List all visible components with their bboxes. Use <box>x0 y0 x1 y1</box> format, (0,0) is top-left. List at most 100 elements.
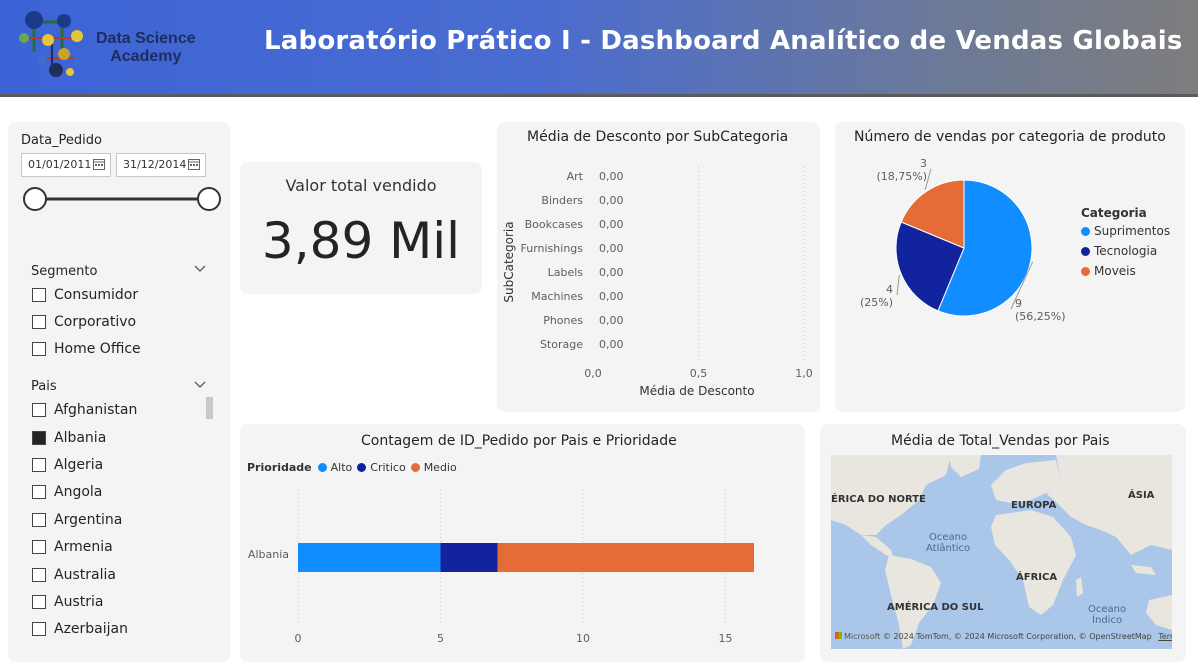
checkbox[interactable] <box>32 288 46 302</box>
bar-value-label: 0,00 <box>599 338 624 351</box>
page-title: Laboratório Prático I - Dashboard Analít… <box>264 26 1183 56</box>
x-tick-label: 1,0 <box>795 367 813 380</box>
legend-item-suprimentos[interactable]: Suprimentos <box>1081 224 1170 238</box>
country-option-albania[interactable]: Albania <box>32 428 106 448</box>
logo: Data Science Academy <box>12 8 212 84</box>
country-option-australia[interactable]: Australia <box>32 565 116 585</box>
kpi-value: 3,89 Mil <box>261 212 461 270</box>
pie-legend-title: Categoria <box>1081 206 1147 220</box>
scrollbar-thumb[interactable] <box>206 397 213 419</box>
bar-segment-medio[interactable] <box>497 543 755 572</box>
discount-chart-card[interactable]: Média de Desconto por SubCategoria Art 0,… <box>497 122 820 412</box>
bar-value-label: 0,00 <box>599 218 624 231</box>
checkbox[interactable] <box>32 622 46 636</box>
segment-option-corporativo[interactable]: Corporativo <box>32 312 136 332</box>
checkbox[interactable] <box>32 403 46 417</box>
segment-slicer-label: Segmento <box>31 264 98 279</box>
category-tick-label: Storage <box>540 338 583 351</box>
bar-value-label: 0,00 <box>599 194 624 207</box>
pie-legend: Categoria Suprimentos Tecnologia Moveis <box>1081 206 1170 278</box>
pie-data-pct: (18,75%) <box>876 170 927 183</box>
map-label-north-america: ÉRICA DO NORTE <box>831 494 926 505</box>
category-tick-label: Bookcases <box>525 218 584 231</box>
category-tick-label: Labels <box>548 266 584 279</box>
pie-slice-moveis[interactable] <box>900 179 965 249</box>
leader-line <box>1010 261 1034 310</box>
country-slicer-label: Pais <box>31 379 57 394</box>
checkbox[interactable] <box>32 568 46 582</box>
country-option-algeria[interactable]: Algeria <box>32 455 103 475</box>
leader-line <box>896 274 900 296</box>
checkbox[interactable] <box>32 595 46 609</box>
pie-data-pct: (25%) <box>860 296 893 309</box>
checkbox[interactable] <box>32 513 46 527</box>
x-tick-label: 10 <box>576 632 590 645</box>
pie-slice-suprimentos[interactable] <box>937 179 1033 317</box>
legend-dot <box>317 463 327 472</box>
country-option-afghanistan[interactable]: Afghanistan <box>32 400 137 420</box>
pie-data-label: 3 <box>920 157 927 170</box>
kpi-card: Valor total vendido 3,89 Mil <box>240 122 482 294</box>
pie-data-label: 9 <box>1015 297 1022 310</box>
category-tick-label: Phones <box>543 314 583 327</box>
kpi-label: Valor total vendido <box>285 176 437 195</box>
category-tick-label: Binders <box>541 194 583 207</box>
map-label-atlantic: Oceano Atlântico <box>926 532 971 554</box>
end-date-input[interactable]: 31/12/2014 <box>116 153 206 177</box>
priority-stacked-bar-chart[interactable]: 0 5 10 15 Albania <box>240 424 805 662</box>
legend-dot <box>1081 226 1090 236</box>
legend-dot <box>410 463 420 472</box>
priority-chart-card[interactable]: Contagem de ID_Pedido por Pais e Priorid… <box>240 424 805 662</box>
chevron-down-icon[interactable] <box>194 265 206 273</box>
segment-option-consumidor[interactable]: Consumidor <box>32 285 138 305</box>
country-option-argentina[interactable]: Argentina <box>32 510 122 530</box>
category-tick-label: Art <box>567 170 584 183</box>
world-map[interactable]: ÉRICA DO NORTE ÁSIA EUROPA Oceano Atlânti… <box>831 455 1172 649</box>
map-label-indian: Oceano Índico <box>1088 604 1127 626</box>
x-tick-label: 5 <box>437 632 444 645</box>
calendar-icon[interactable] <box>188 158 200 170</box>
x-tick-label: 0,5 <box>690 367 708 380</box>
checkbox[interactable] <box>32 342 46 356</box>
bar-value-label: 0,00 <box>599 290 624 303</box>
bar-value-label: 0,00 <box>599 242 624 255</box>
category-pie-chart[interactable]: 9(56,25%) 4(25%) 3(18,75%) <box>835 157 1075 397</box>
category-tick-label: Albania <box>248 548 289 561</box>
priority-legend: Prioridade Alto Critico Medio <box>247 461 457 474</box>
map-card[interactable]: Média de Total_Vendas por Pais ÉRICA DO … <box>820 424 1186 662</box>
microsoft-logo-icon <box>835 632 842 639</box>
country-option-armenia[interactable]: Armenia <box>32 537 113 557</box>
country-option-angola[interactable]: Angola <box>32 482 102 502</box>
map-terms-link[interactable]: Terms <box>1158 632 1172 641</box>
legend-item-tecnologia[interactable]: Tecnologia <box>1081 244 1170 258</box>
calendar-icon[interactable] <box>93 158 105 170</box>
legend-item-medio[interactable]: Medio <box>410 461 457 474</box>
checkbox[interactable] <box>32 485 46 499</box>
bar-segment-critico[interactable] <box>440 543 498 572</box>
pie-slice-tecnologia[interactable] <box>895 221 965 312</box>
country-option-azerbaijan[interactable]: Azerbaijan <box>32 619 128 639</box>
pie-chart-card[interactable]: Número de vendas por categoria de produt… <box>835 122 1185 412</box>
map-label-south-america: AMÉRICA DO SUL <box>887 602 984 613</box>
bar-segment-alto[interactable] <box>298 543 441 572</box>
discount-bar-chart[interactable]: Art 0,00 Binders 0,00 Bookcases 0,00 Furnishin… <box>497 122 820 412</box>
slider-start-handle[interactable] <box>23 187 47 211</box>
checkbox[interactable] <box>32 458 46 472</box>
country-option-austria[interactable]: Austria <box>32 592 103 612</box>
header-banner: Data Science Academy Laboratório Prático… <box>0 0 1198 97</box>
chevron-down-icon[interactable] <box>194 381 206 389</box>
checkbox[interactable] <box>32 540 46 554</box>
map-label-europe: EUROPA <box>1011 500 1057 511</box>
category-tick-label: Furnishings <box>521 242 584 255</box>
legend-item-moveis[interactable]: Moveis <box>1081 264 1170 278</box>
legend-item-alto[interactable]: Alto <box>317 461 352 474</box>
slider-end-handle[interactable] <box>197 187 221 211</box>
legend-item-critico[interactable]: Critico <box>357 461 406 474</box>
checkbox-checked[interactable] <box>32 431 46 445</box>
segment-option-home-office[interactable]: Home Office <box>32 339 141 359</box>
priority-chart-title: Contagem de ID_Pedido por Pais e Priorid… <box>361 433 677 449</box>
checkbox[interactable] <box>32 315 46 329</box>
date-range-slider[interactable] <box>22 186 222 212</box>
start-date-input[interactable]: 01/01/2011 <box>21 153 111 177</box>
pie-chart-title: Número de vendas por categoria de produt… <box>854 129 1166 145</box>
